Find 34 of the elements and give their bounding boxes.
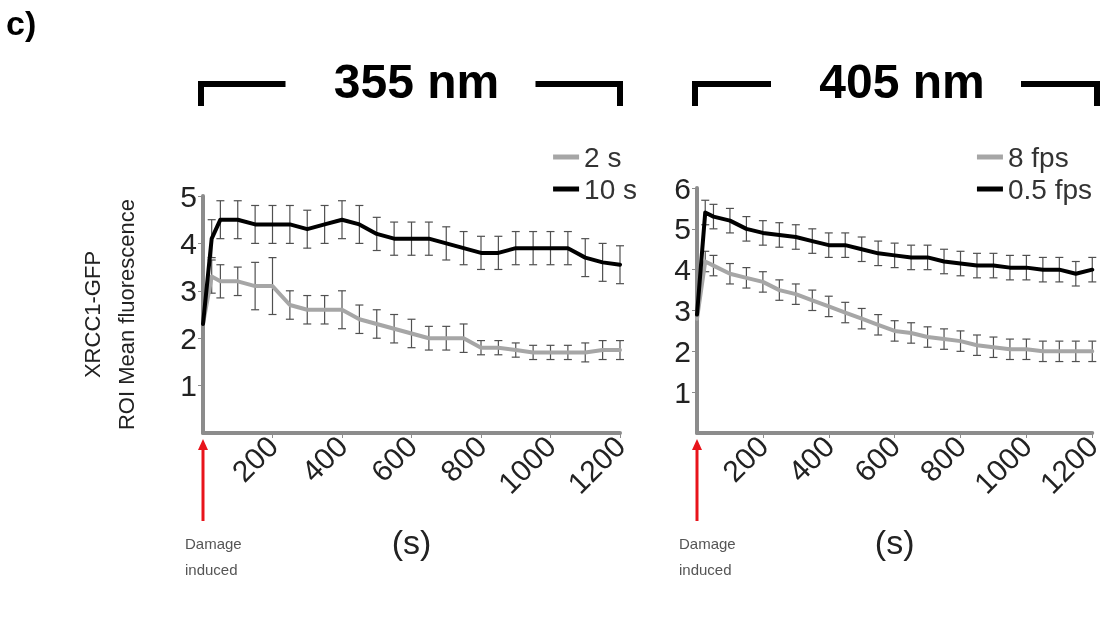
legend-label: 10 s [584,173,638,205]
x-axis-title: (s) [874,523,915,561]
line-series [695,259,1095,354]
chart-title: 355 nm [333,54,500,108]
x-tick-label: 200 [715,429,775,489]
text: Damage induced [679,534,737,580]
x-axis-title: (s) [391,523,432,561]
chart-title: 405 nm [819,54,985,108]
y-tick-label: 6 [674,171,691,205]
x-tick-label: 800 [433,429,493,489]
y-tick-label: 1 [180,369,197,403]
line-series [201,217,622,326]
legend-label: 0.5 fps [1007,173,1093,205]
y-tick-label: 4 [180,226,197,260]
legend-label: 2 s [584,141,622,173]
x-tick-label: 600 [364,429,424,489]
y-tick-label: 2 [180,321,197,355]
y-axis-title: XRCC1-GFP ROI Mean fluorescence [79,198,139,431]
y-tick-label: 3 [674,294,691,327]
y-tick-label: 4 [674,253,691,287]
y-tick-label: 5 [180,179,197,213]
x-tick-label: 800 [913,429,973,489]
text: c) [6,4,37,43]
x-tick-label: 400 [294,429,354,489]
y-tick-label: 1 [674,375,691,409]
x-tick-label: 600 [847,429,907,489]
text: Damage induced [185,534,243,580]
y-tick-label: 2 [674,334,691,368]
line-series [695,210,1095,317]
legend-label: 8 fps [1007,141,1069,173]
y-tick-label: 5 [674,212,691,246]
y-tick-label: 3 [180,274,197,308]
x-tick-label: 400 [781,429,841,489]
x-tick-label: 200 [225,429,285,489]
